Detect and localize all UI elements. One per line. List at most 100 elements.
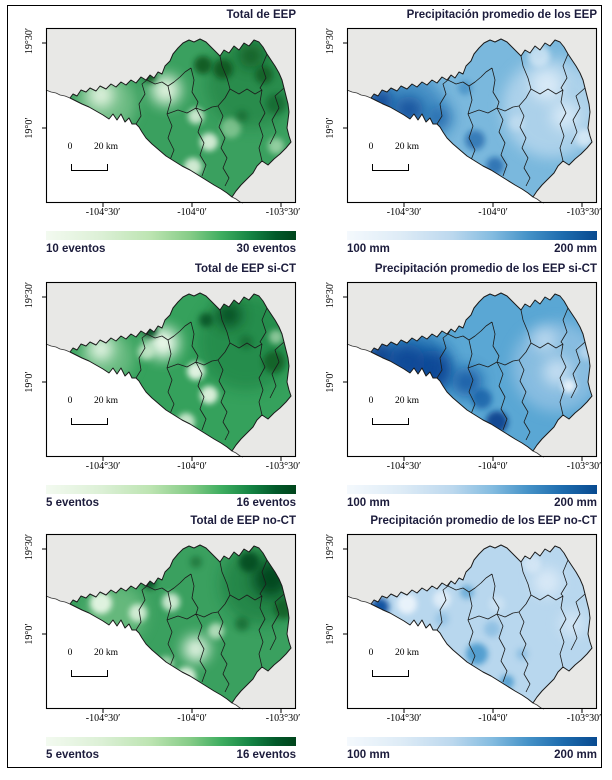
choropleth-map: [42, 27, 297, 207]
lat-label-top: 19°30′: [24, 281, 35, 309]
colorbar-gradient: [347, 485, 597, 494]
legend-min-label: 5 eventos: [46, 749, 100, 761]
map-colima: 19°30′ 19°0′ 0 20 km -104°30′ -104°0′ -1…: [325, 27, 601, 218]
lat-label-top: 19°30′: [24, 27, 35, 55]
lon-label-center: -104°0′: [177, 207, 207, 218]
lon-label-right: -103°30′: [566, 207, 602, 218]
panel-title: Total de EEP: [226, 9, 296, 21]
panel-title: Precipitación promedio de los EEP si-CT: [374, 263, 597, 275]
lon-label-left: -104°30′: [386, 461, 422, 472]
lon-label-left: -104°30′: [386, 713, 422, 724]
scalebar-distance-label: 20 km: [93, 142, 118, 152]
legend-min-label: 5 eventos: [46, 497, 100, 509]
lon-label-center: -104°0′: [478, 713, 508, 724]
colorbar-gradient: [46, 485, 296, 494]
scalebar-distance-label: 20 km: [93, 648, 118, 658]
longitude-axis: -104°30′ -104°0′ -103°30′: [347, 461, 602, 475]
colorbar-gradient: [46, 231, 296, 240]
legend-max-label: 16 eventos: [236, 497, 296, 509]
legend-max-label: 30 eventos: [236, 243, 296, 255]
choropleth-map: [42, 281, 297, 461]
scalebar-bracket: [372, 164, 409, 171]
longitude-axis: -104°30′ -104°0′ -103°30′: [347, 713, 602, 727]
map-colima: 19°30′ 19°0′ 0 20 km -104°30′ -104°0′ -1…: [24, 533, 300, 724]
colorbar-labels: 100 mm 200 mm: [347, 243, 597, 255]
scalebar-bracket: [71, 670, 108, 677]
colorbar-labels: 100 mm 200 mm: [347, 497, 597, 509]
scalebar-zero-label: 0: [368, 142, 374, 152]
lon-label-center: -104°0′: [177, 713, 207, 724]
colorbar-labels: 5 eventos 16 eventos: [46, 497, 296, 509]
map-colima: 19°30′ 19°0′ 0 20 km -104°30′ -104°0′ -1…: [24, 27, 300, 218]
lat-label-bottom: 19°0′: [24, 371, 35, 393]
colorbar-gradient: [347, 737, 597, 746]
lon-label-right: -103°30′: [265, 461, 301, 472]
colorbar-labels: 100 mm 200 mm: [347, 749, 597, 761]
lat-label-bottom: 19°0′: [325, 623, 336, 645]
scalebar-bracket: [71, 418, 108, 425]
longitude-axis: -104°30′ -104°0′ -103°30′: [46, 713, 301, 727]
lat-label-bottom: 19°0′: [24, 117, 35, 139]
colorbar-labels: 5 eventos 16 eventos: [46, 749, 296, 761]
lon-label-left: -104°30′: [386, 207, 422, 218]
choropleth-map: [343, 27, 598, 207]
lat-label-top: 19°30′: [325, 27, 336, 55]
lon-label-left: -104°30′: [85, 207, 121, 218]
legend-max-label: 200 mm: [554, 243, 597, 255]
scalebar-bracket: [372, 418, 409, 425]
scalebar-distance-label: 20 km: [93, 396, 118, 406]
colorbar-gradient: [46, 737, 296, 746]
legend-max-label: 200 mm: [554, 497, 597, 509]
figure-border: [7, 5, 602, 768]
scalebar-zero-label: 0: [67, 396, 73, 406]
choropleth-map: [343, 533, 598, 713]
lon-label-center: -104°0′: [177, 461, 207, 472]
panel-title: Total de EEP no-CT: [190, 515, 296, 527]
scalebar-bracket: [372, 670, 409, 677]
longitude-axis: -104°30′ -104°0′ -103°30′: [46, 461, 301, 475]
panel-title: Precipitación promedio de los EEP: [406, 9, 597, 21]
map-panel-total-eep-si-ct: Total de EEP si-CT 19°30′ 19°0′ 0 20 km …: [24, 262, 300, 509]
scalebar-bracket: [71, 164, 108, 171]
scalebar-zero-label: 0: [368, 396, 374, 406]
lon-label-center: -104°0′: [478, 461, 508, 472]
legend-max-label: 200 mm: [554, 749, 597, 761]
lat-label-bottom: 19°0′: [325, 371, 336, 393]
lon-label-left: -104°30′: [85, 713, 121, 724]
longitude-axis: -104°30′ -104°0′ -103°30′: [347, 207, 602, 221]
choropleth-map: [343, 281, 598, 461]
scalebar-distance-label: 20 km: [394, 396, 419, 406]
lon-label-center: -104°0′: [478, 207, 508, 218]
legend-max-label: 16 eventos: [236, 749, 296, 761]
map-colima: 19°30′ 19°0′ 0 20 km -104°30′ -104°0′ -1…: [325, 533, 601, 724]
scalebar-zero-label: 0: [368, 648, 374, 658]
scalebar-distance-label: 20 km: [394, 648, 419, 658]
legend-min-label: 100 mm: [347, 243, 390, 255]
map-panel-precip-eep: Precipitación promedio de los EEP 19°30′…: [325, 8, 601, 255]
legend-min-label: 100 mm: [347, 497, 390, 509]
map-panel-total-eep: Total de EEP 19°30′ 19°0′ 0 20 km -104°3…: [24, 8, 300, 255]
map-panel-total-eep-no-ct: Total de EEP no-CT 19°30′ 19°0′ 0 20 km …: [24, 514, 300, 761]
scalebar-distance-label: 20 km: [394, 142, 419, 152]
map-panel-precip-eep-no-ct: Precipitación promedio de los EEP no-CT …: [325, 514, 601, 761]
lon-label-right: -103°30′: [265, 207, 301, 218]
lat-label-bottom: 19°0′: [325, 117, 336, 139]
lat-label-top: 19°30′: [325, 533, 336, 561]
map-colima: 19°30′ 19°0′ 0 20 km -104°30′ -104°0′ -1…: [325, 281, 601, 472]
map-panel-precip-eep-si-ct: Precipitación promedio de los EEP si-CT …: [325, 262, 601, 509]
legend-min-label: 10 eventos: [46, 243, 106, 255]
longitude-axis: -104°30′ -104°0′ -103°30′: [46, 207, 301, 221]
lon-label-right: -103°30′: [265, 713, 301, 724]
legend-min-label: 100 mm: [347, 749, 390, 761]
lon-label-left: -104°30′: [85, 461, 121, 472]
colorbar-gradient: [347, 231, 597, 240]
lon-label-right: -103°30′: [566, 713, 602, 724]
lat-label-bottom: 19°0′: [24, 623, 35, 645]
choropleth-map: [42, 533, 297, 713]
lat-label-top: 19°30′: [325, 281, 336, 309]
colorbar-labels: 10 eventos 30 eventos: [46, 243, 296, 255]
lat-label-top: 19°30′: [24, 533, 35, 561]
panel-title: Precipitación promedio de los EEP no-CT: [370, 515, 597, 527]
scalebar-zero-label: 0: [67, 142, 73, 152]
map-colima: 19°30′ 19°0′ 0 20 km -104°30′ -104°0′ -1…: [24, 281, 300, 472]
